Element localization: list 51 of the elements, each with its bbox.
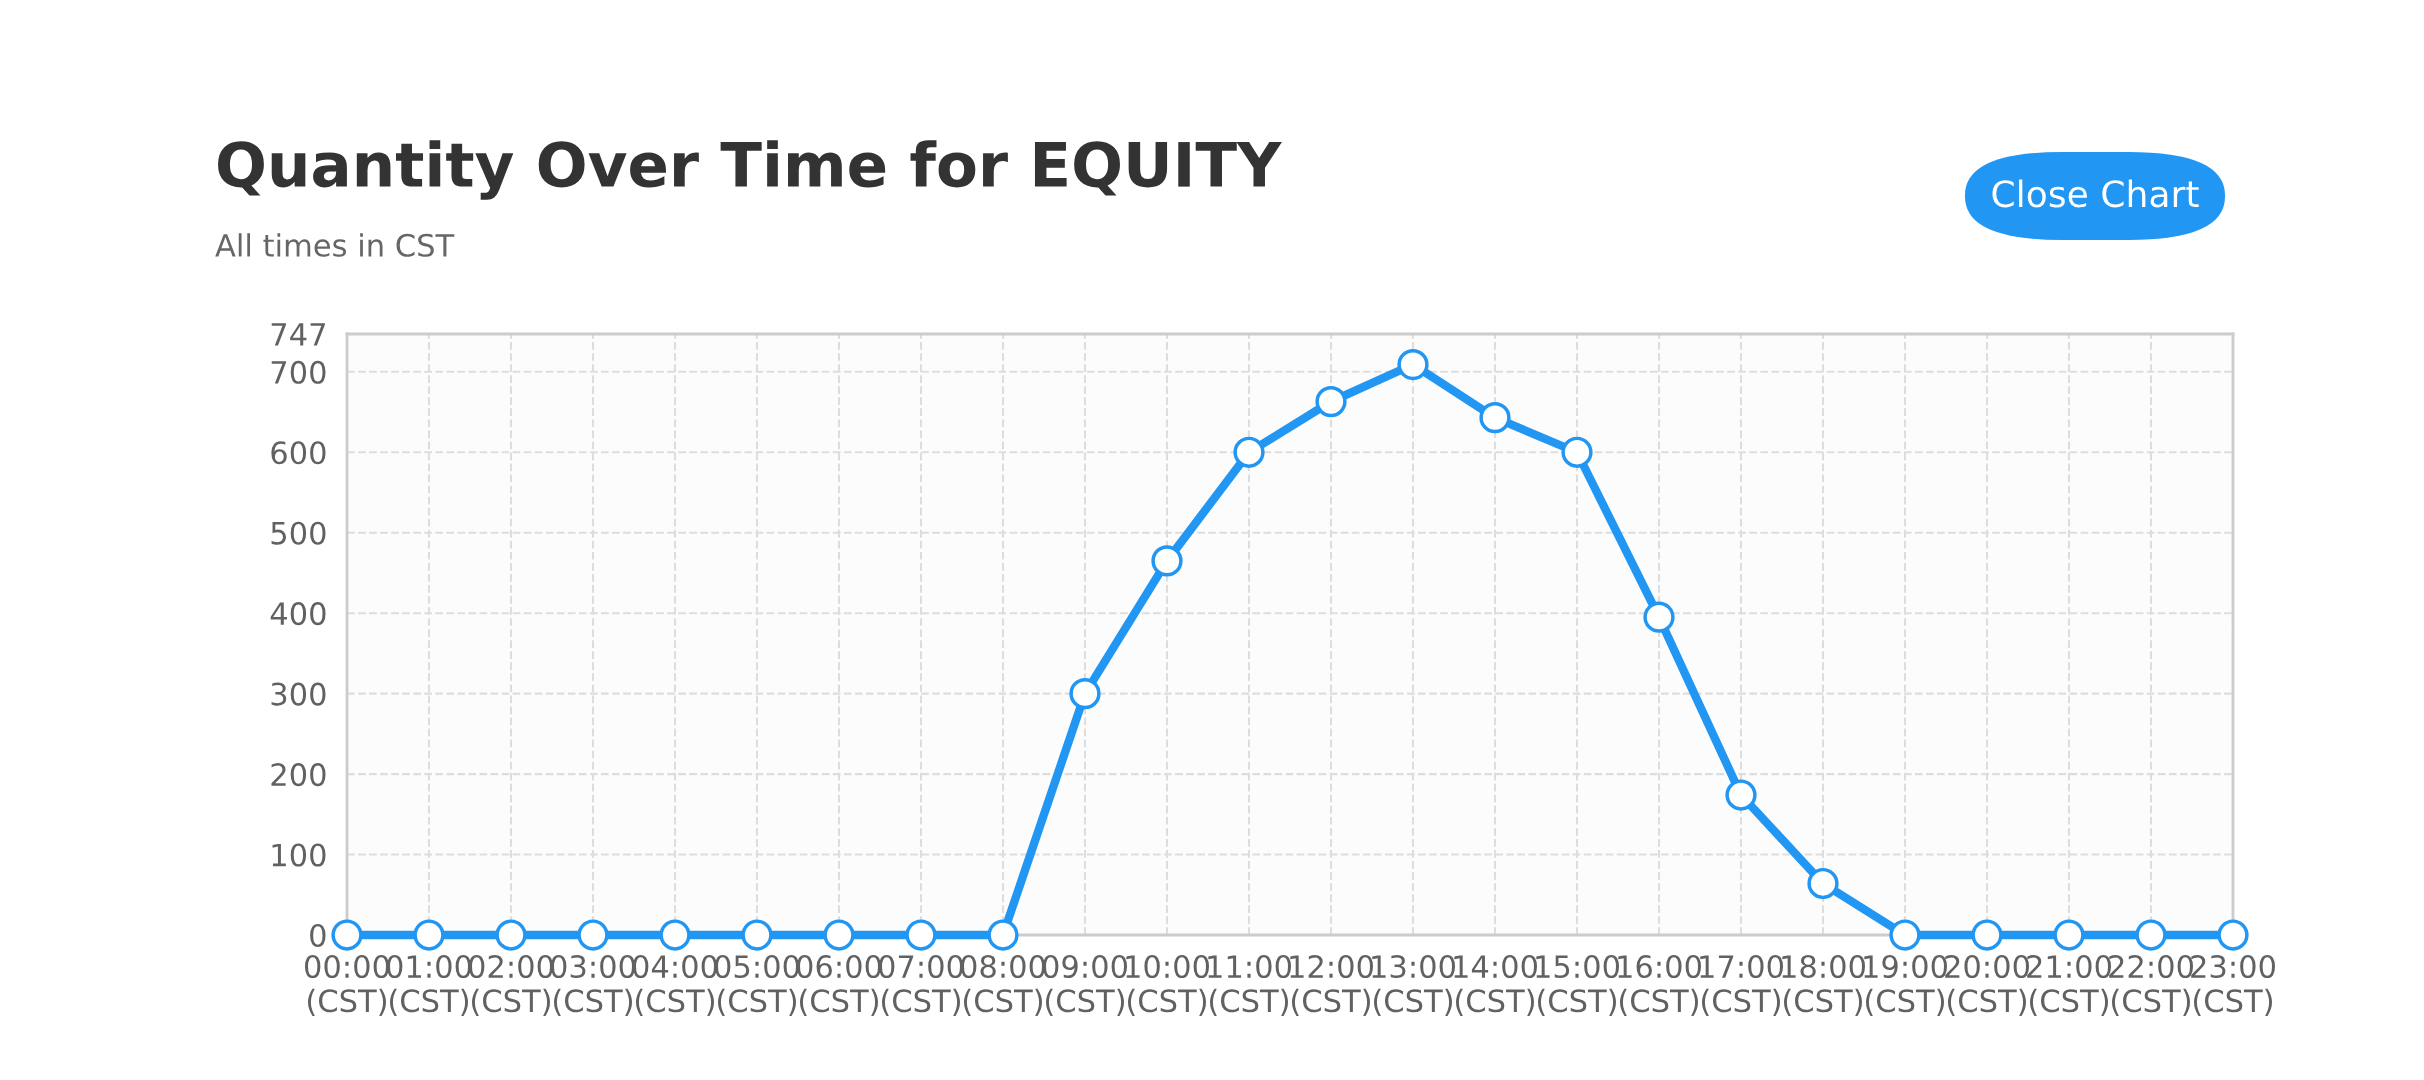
- chart-title: Quantity Over Time for EQUITY: [218, 140, 1282, 200]
- y-tick-label: 500: [271, 521, 326, 545]
- point: [2217, 919, 2249, 951]
- x-tick-label: 17:00 (CST): [1700, 954, 1783, 1016]
- x-tick-label: 15:00 (CST): [1536, 954, 1619, 1016]
- point: [1233, 436, 1265, 468]
- point: [1725, 779, 1757, 811]
- x-tick-label: 16:00 (CST): [1618, 954, 1701, 1016]
- point: [1971, 919, 2003, 951]
- point: [987, 919, 1019, 951]
- x-tick-label: 12:00 (CST): [1290, 954, 1373, 1016]
- y-tick-label: 700: [271, 360, 326, 384]
- y-tick-label: 747: [271, 323, 325, 346]
- y-tick-label: 0: [310, 923, 326, 948]
- x-tick-label: 19:00 (CST): [1864, 954, 1947, 1016]
- x-tick-label: 11:00 (CST): [1208, 954, 1291, 1016]
- point: [495, 919, 527, 951]
- point: [1479, 402, 1511, 434]
- point: [331, 919, 363, 951]
- x-tick-label: 14:00 (CST): [1454, 954, 1537, 1016]
- chart-subtitle: All times in CST: [215, 233, 455, 257]
- point: [1807, 867, 1839, 900]
- x-tick-label: 21:00 (CST): [2027, 954, 2111, 1016]
- point: [741, 919, 773, 951]
- y-tick-label: 300: [271, 682, 326, 706]
- point: [905, 919, 937, 951]
- point: [1889, 919, 1921, 951]
- x-tick-label: 22:00 (CST): [2109, 954, 2193, 1016]
- y-tick-label: 600: [271, 441, 326, 465]
- text: Close Chart: [1992, 179, 2199, 208]
- y-tick-label: 100: [272, 843, 326, 867]
- x-tick-label: 18:00 (CST): [1782, 954, 1865, 1016]
- point: [1561, 436, 1593, 468]
- point: [2135, 919, 2167, 951]
- x-tick-label: 23:00 (CST): [2191, 954, 2275, 1016]
- x-tick-label: 10:00 (CST): [1126, 954, 1209, 1016]
- point: [1069, 678, 1101, 710]
- point: [1397, 348, 1429, 381]
- point: [823, 919, 855, 951]
- x-tick-label: 00:00 (CST): [304, 954, 389, 1016]
- point: [1151, 545, 1183, 577]
- point: [1315, 385, 1347, 418]
- point: [413, 919, 445, 951]
- x-tick-label: 20:00 (CST): [1945, 954, 2029, 1016]
- y-tick-label: 400: [270, 602, 326, 626]
- point: [2053, 919, 2085, 951]
- point: [659, 919, 691, 951]
- y-tick-label: 200: [271, 763, 326, 787]
- x-tick-label: 13:00 (CST): [1372, 954, 1455, 1016]
- point: [1643, 601, 1675, 633]
- point: [577, 919, 609, 951]
